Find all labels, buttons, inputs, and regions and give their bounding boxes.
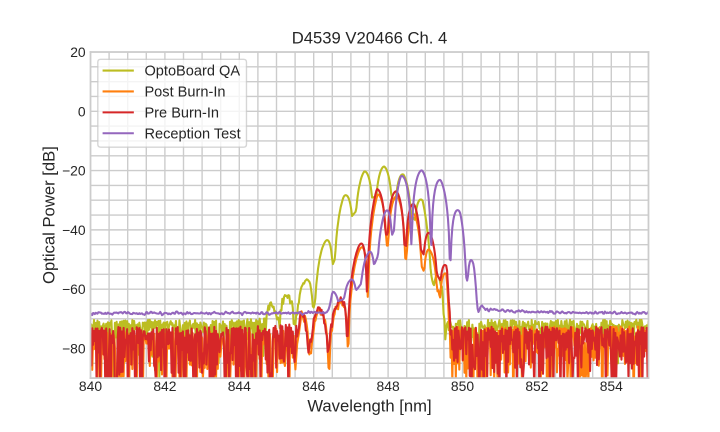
svg-text:D4539 V20466 Ch. 4: D4539 V20466 Ch. 4 xyxy=(292,29,448,48)
svg-text:852: 852 xyxy=(525,378,548,394)
svg-text:−80: −80 xyxy=(62,340,86,356)
svg-text:−40: −40 xyxy=(62,222,86,238)
svg-text:−60: −60 xyxy=(62,281,86,297)
svg-text:−20: −20 xyxy=(62,163,86,179)
svg-text:850: 850 xyxy=(451,378,474,394)
svg-text:Optical Power [dB]: Optical Power [dB] xyxy=(40,146,59,284)
svg-text:20: 20 xyxy=(70,44,86,60)
svg-text:Pre Burn-In: Pre Burn-In xyxy=(144,105,219,121)
svg-text:Reception Test: Reception Test xyxy=(144,126,240,142)
svg-text:842: 842 xyxy=(153,378,176,394)
svg-text:0: 0 xyxy=(78,103,86,119)
svg-text:Wavelength [nm]: Wavelength [nm] xyxy=(307,397,431,416)
svg-text:OptoBoard QA: OptoBoard QA xyxy=(144,64,240,80)
svg-text:Post Burn-In: Post Burn-In xyxy=(144,85,225,101)
svg-text:848: 848 xyxy=(377,378,400,394)
svg-text:844: 844 xyxy=(228,378,251,394)
svg-text:846: 846 xyxy=(302,378,325,394)
svg-text:854: 854 xyxy=(600,378,623,394)
svg-text:840: 840 xyxy=(79,378,102,394)
